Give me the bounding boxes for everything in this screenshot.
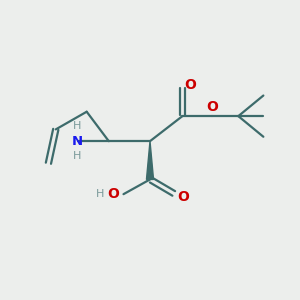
Text: H: H bbox=[73, 152, 82, 161]
Text: H: H bbox=[73, 121, 82, 131]
Text: O: O bbox=[107, 187, 119, 201]
Text: O: O bbox=[206, 100, 218, 114]
Text: O: O bbox=[185, 78, 197, 92]
Polygon shape bbox=[146, 141, 154, 179]
Text: H: H bbox=[96, 189, 104, 199]
Text: O: O bbox=[177, 190, 189, 203]
Text: N: N bbox=[72, 135, 83, 148]
